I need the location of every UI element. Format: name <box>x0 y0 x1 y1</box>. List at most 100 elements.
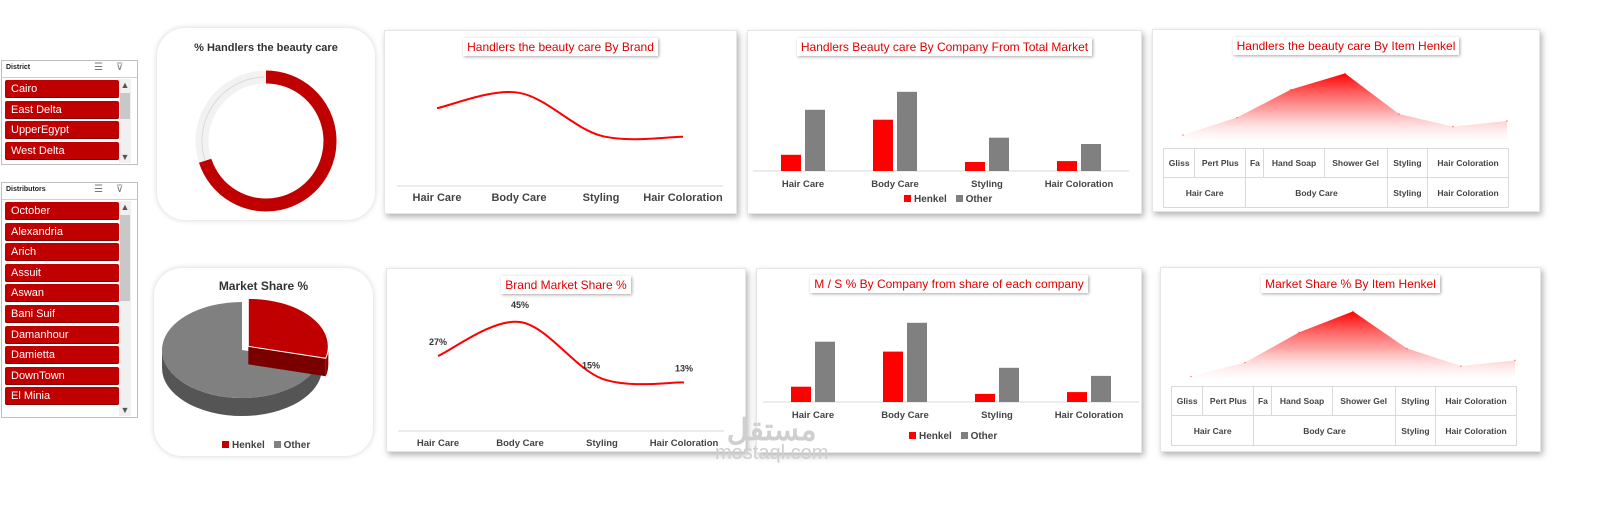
slicer-item[interactable]: Damietta <box>5 346 119 365</box>
x-tick-label: Body Care <box>496 438 544 449</box>
clear-filter-icon[interactable]: ⊽ <box>116 184 124 195</box>
bar-other <box>805 109 825 171</box>
chart-title-text: M / S % By Company from share of each co… <box>810 275 1088 293</box>
brand-line-bottom-card: Brand Market Share % Hair Care Body Care S… <box>386 268 746 452</box>
slicer-item[interactable]: East Delta <box>5 100 119 119</box>
donut-slice-other-outline <box>201 76 265 160</box>
slicer-item[interactable]: Alexandria <box>5 222 119 241</box>
group-label: Styling <box>1386 177 1429 208</box>
data-label: 13% <box>675 363 693 373</box>
slicer-title: Distributors <box>6 186 46 193</box>
group-label: Hair Coloration <box>1427 177 1509 208</box>
area-point <box>1344 72 1346 75</box>
slicer-item[interactable]: UpperEgypt <box>5 121 119 140</box>
x-tick-label: Hair Care <box>413 192 462 204</box>
bar-henkel <box>1057 161 1077 171</box>
bar-other <box>1081 144 1101 171</box>
item-label: Styling <box>1394 386 1437 416</box>
slicer-title: District <box>6 64 31 71</box>
bar-henkel <box>873 119 893 171</box>
item-label: Pert Plus <box>1194 148 1247 178</box>
area-point <box>1236 116 1238 119</box>
legend-swatch-other <box>960 432 968 439</box>
slicer-item[interactable]: Damanhour <box>5 325 119 344</box>
area-chart <box>1182 72 1508 142</box>
area-point <box>1514 359 1516 362</box>
area-point <box>1182 134 1184 136</box>
area-point <box>1244 361 1246 364</box>
group-label: Body Care <box>1253 415 1396 446</box>
slicer-header: Distributors ☰ ⊽ <box>2 183 137 200</box>
distributors-slicer: Distributors ☰ ⊽ October Alexandria Aric… <box>1 182 138 418</box>
area-point <box>1406 347 1408 350</box>
legend-label: Other <box>965 194 993 205</box>
scroll-down-icon[interactable]: ▼ <box>120 405 130 415</box>
legend-swatch-other <box>955 195 963 202</box>
legend-label: Other <box>970 431 998 442</box>
slicer-scrollbar[interactable]: ▲ ▼ <box>119 201 131 416</box>
scroll-thumb[interactable] <box>120 93 130 119</box>
x-tick-label: Styling <box>971 179 1003 190</box>
group-label: Hair Coloration <box>1435 415 1517 446</box>
scroll-up-icon[interactable]: ▲ <box>120 202 130 212</box>
watermark-latin: mostaql.com <box>715 442 829 464</box>
item-label: Fa <box>1253 386 1273 416</box>
data-label: 15% <box>582 361 600 371</box>
area-point <box>1190 375 1192 378</box>
slicer-item[interactable]: El Minia <box>5 387 119 406</box>
chart-title: Brand Market Share % <box>387 276 745 294</box>
slicer-item[interactable]: Cairo <box>5 80 119 98</box>
area-chart <box>1190 310 1516 380</box>
donut-card: % Handlers the beauty care <box>157 28 375 220</box>
donut-slice-henkel <box>198 70 337 212</box>
x-tick-label: Body Care <box>871 179 919 190</box>
slicer-item[interactable]: Arich <box>5 243 119 262</box>
item-label: Pert Plus <box>1202 386 1255 416</box>
item-label: Shower Gel <box>1331 386 1396 416</box>
bar-henkel <box>883 351 903 402</box>
bar-other <box>907 322 927 402</box>
x-tick-label: Hair Coloration <box>1045 179 1114 190</box>
multi-select-icon[interactable]: ☰ <box>94 184 103 195</box>
group-label: Hair Care <box>1162 177 1247 208</box>
area-series <box>1191 311 1515 380</box>
watermark-arabic: مستقل <box>726 414 817 447</box>
pie-slice-other <box>162 302 320 398</box>
chart-title: Market Share % By Item Henkel <box>1161 275 1540 293</box>
bar-henkel <box>1067 392 1087 402</box>
x-tick-label: Styling <box>586 438 618 449</box>
bar-other <box>999 367 1019 402</box>
multi-select-icon[interactable]: ☰ <box>94 62 103 73</box>
chart-title-text: Handlers Beauty care By Company From Tot… <box>796 38 1093 56</box>
scroll-up-icon[interactable]: ▲ <box>120 80 130 90</box>
item-label: Gliss <box>1162 148 1196 178</box>
company-bars-bottom-card: M / S % By Company from share of each co… <box>756 268 1142 453</box>
slicer-item[interactable]: October <box>5 202 119 220</box>
clear-filter-icon[interactable]: ⊽ <box>116 62 124 73</box>
item-axis-table: Gliss Pert Plus Fa Hand Soap Shower Gel … <box>1162 148 1509 208</box>
item-label: Hand Soap <box>1263 148 1325 178</box>
area-point <box>1290 88 1292 91</box>
legend-swatch-henkel <box>909 432 916 439</box>
pie-side-henkel <box>248 346 326 377</box>
x-tick-label: Styling <box>583 192 620 204</box>
scroll-thumb[interactable] <box>120 215 130 301</box>
x-tick-label: Styling <box>981 410 1013 421</box>
chart-title: Handlers Beauty care By Company From Tot… <box>748 38 1141 56</box>
slicer-item[interactable]: West Delta <box>5 141 119 160</box>
slicer-header: District ☰ ⊽ <box>2 61 137 78</box>
slicer-item[interactable]: Bani Suif <box>5 304 119 323</box>
brand-line-top-card: Handlers the beauty care By Brand Hair C… <box>384 30 737 214</box>
slicer-item[interactable]: Aswan <box>5 284 119 303</box>
item-label: Hand Soap <box>1271 386 1333 416</box>
group-label: Hair Care <box>1170 415 1255 446</box>
slicer-item[interactable]: DownTown <box>5 366 119 385</box>
company-bars-top-card: Handlers Beauty care By Company From Tot… <box>747 30 1142 214</box>
scroll-down-icon[interactable]: ▼ <box>120 152 130 162</box>
slicer-scrollbar[interactable]: ▲ ▼ <box>119 79 131 163</box>
group-label: Styling <box>1394 415 1437 446</box>
donut-slice-other <box>195 70 267 163</box>
x-tick-label: Body Care <box>881 410 929 421</box>
slicer-item[interactable]: Assuit <box>5 263 119 282</box>
line-chart: Hair Care Body Care Styling Hair Coloration… <box>398 300 724 449</box>
